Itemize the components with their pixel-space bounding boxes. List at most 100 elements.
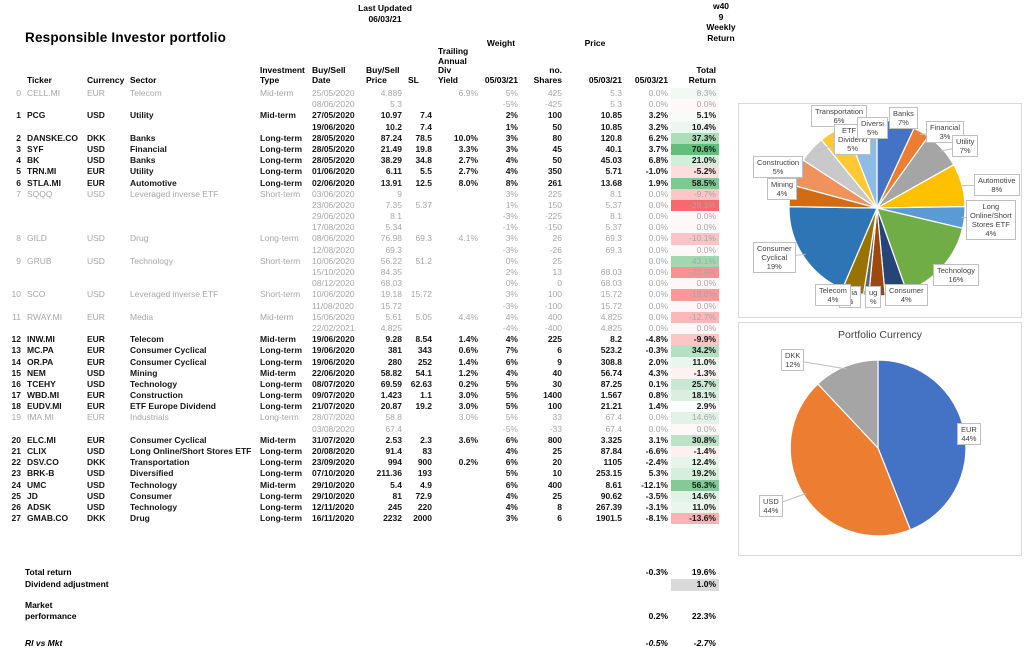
cell-weekly[interactable]: -12.1% <box>641 479 668 490</box>
cell-yield[interactable]: 1.4% <box>458 334 478 345</box>
cell-ticker[interactable]: MC.PA <box>27 345 54 356</box>
cell-ticker[interactable]: ADSK <box>27 501 52 512</box>
cell-yield[interactable]: 2.7% <box>458 166 478 177</box>
cell-weight[interactable]: 3% <box>505 233 518 244</box>
cell-price2[interactable]: 87.84 <box>600 446 622 456</box>
cell-price[interactable]: 69.3 <box>385 244 402 255</box>
cell-sector[interactable]: Utility <box>130 166 154 177</box>
cell-price[interactable]: 5.34 <box>385 222 402 233</box>
cell-weight[interactable]: 4% <box>505 166 518 177</box>
col-header-date[interactable]: Buy/Sell Date <box>312 65 346 85</box>
cell-shares[interactable]: 100 <box>547 289 562 300</box>
cell-idx[interactable]: 20 <box>11 434 21 445</box>
cell-idx[interactable]: 13 <box>11 345 21 356</box>
cell-price[interactable]: 20.87 <box>380 401 402 412</box>
cell-price[interactable]: 76.98 <box>380 233 402 244</box>
cell-price2[interactable]: 21.21 <box>600 401 622 412</box>
cell-shares[interactable]: 1400 <box>543 390 562 401</box>
cell-type[interactable]: Long-term <box>260 390 303 401</box>
cell-currency[interactable]: USD <box>87 446 105 456</box>
cell-date[interactable]: 09/07/2020 <box>312 390 355 401</box>
cell-total-return[interactable]: 58.5% <box>671 177 719 189</box>
cell-currency[interactable]: DKK <box>87 513 106 524</box>
cell-shares[interactable]: -425 <box>544 99 562 110</box>
cell-date[interactable]: 28/05/2020 <box>312 132 355 143</box>
cell-date[interactable]: 19/06/2020 <box>312 345 355 356</box>
cell-weight[interactable]: 4% <box>505 490 518 501</box>
cell-date[interactable]: 08/06/2020 <box>312 99 355 110</box>
cell-currency[interactable]: EUR <box>87 434 105 445</box>
cell-currency[interactable]: USD <box>87 289 105 300</box>
cell-date[interactable]: 28/05/2020 <box>312 155 355 166</box>
cell-shares[interactable]: 50 <box>552 155 562 166</box>
cell-price[interactable]: 87.24 <box>380 132 402 143</box>
cell-price2[interactable]: 10.85 <box>600 110 622 121</box>
cell-price2[interactable]: 56.74 <box>600 367 622 378</box>
cell-total-return[interactable]: 0.0% <box>671 222 719 234</box>
cell-sector[interactable]: Banks <box>130 132 156 143</box>
cell-price2[interactable]: 267.39 <box>596 501 622 512</box>
cell-sl[interactable]: 220 <box>417 501 432 512</box>
cell-idx[interactable]: 17 <box>11 390 21 401</box>
cell-total-return[interactable]: -1.3% <box>671 367 719 379</box>
cell-weight[interactable]: 0% <box>505 255 518 266</box>
cell-price2[interactable]: 67.4 <box>605 423 622 434</box>
cell-sl[interactable]: 12.5 <box>415 177 432 188</box>
cell-sl[interactable]: 7.4 <box>420 121 432 132</box>
col-header-sl[interactable]: SL <box>408 74 419 85</box>
cell-sector[interactable]: Construction <box>130 390 183 401</box>
cell-price2[interactable]: 523.2 <box>600 345 622 356</box>
cell-idx[interactable]: 19 <box>11 412 21 423</box>
cell-yield[interactable]: 8.0% <box>458 177 478 188</box>
cell-price[interactable]: 13.91 <box>380 177 402 188</box>
col-header-sector[interactable]: Sector <box>130 74 157 85</box>
cell-type[interactable]: Long-term <box>260 446 303 456</box>
cell-weekly[interactable]: 1.4% <box>648 401 668 412</box>
cell-shares[interactable]: 33 <box>552 412 562 423</box>
cell-idx[interactable]: 4 <box>16 155 21 166</box>
cell-weight[interactable]: 6% <box>505 479 518 490</box>
cell-idx[interactable]: 2 <box>16 132 21 143</box>
cell-weekly[interactable]: 4.3% <box>648 367 668 378</box>
cell-type[interactable]: Long-term <box>260 345 303 356</box>
cell-price2[interactable]: 5.71 <box>605 166 622 177</box>
cell-price[interactable]: 2232 <box>383 513 402 524</box>
cell-type[interactable]: Long-term <box>260 155 303 166</box>
cell-total-return[interactable]: -28.1% <box>671 199 719 212</box>
cell-price2[interactable]: 40.1 <box>605 143 622 154</box>
col-header-weekly[interactable]: 05/03/21 <box>634 74 668 85</box>
cell-currency[interactable]: USD <box>87 188 105 199</box>
cell-type[interactable]: Long-term <box>260 143 303 154</box>
cell-price[interactable]: 245 <box>387 501 402 512</box>
cell-idx[interactable]: 27 <box>11 513 21 524</box>
cell-weekly[interactable]: 0.0% <box>648 255 668 266</box>
cell-total-return[interactable]: -12.7% <box>671 311 719 323</box>
cell-ticker[interactable]: EUDV.MI <box>27 401 62 412</box>
cell-sl[interactable]: 343 <box>417 345 432 356</box>
cell-type[interactable]: Long-term <box>260 233 299 244</box>
cell-weekly[interactable]: 0.1% <box>648 378 668 389</box>
cell-total-return[interactable]: 0.0% <box>671 322 719 335</box>
cell-weekly[interactable]: 0.0% <box>648 244 668 255</box>
cell-currency[interactable]: USD <box>87 233 105 244</box>
cell-price2[interactable]: 1.567 <box>600 390 622 401</box>
cell-date[interactable]: 29/10/2020 <box>312 479 355 490</box>
cell-total-return[interactable]: 0.0% <box>671 423 719 435</box>
cell-shares[interactable]: 6 <box>557 513 562 524</box>
cell-type[interactable]: Mid-term <box>260 110 296 121</box>
cell-weekly[interactable]: -0.3% <box>645 345 668 356</box>
cell-weight[interactable]: 4% <box>505 334 518 345</box>
cell-idx[interactable]: 7 <box>16 188 21 199</box>
cell-yield[interactable]: 3.0% <box>458 412 478 423</box>
cell-yield[interactable]: 3.0% <box>458 390 478 401</box>
cell-weekly[interactable]: -8.1% <box>645 513 668 524</box>
cell-shares[interactable]: 9 <box>557 356 562 367</box>
col-header-price2[interactable]: 05/03/21 <box>588 74 622 85</box>
cell-weight[interactable]: 6% <box>505 457 518 468</box>
cell-weight[interactable]: -3% <box>502 211 518 222</box>
cell-weekly[interactable]: -2.4% <box>645 457 668 468</box>
cell-price[interactable]: 2.53 <box>385 434 402 445</box>
cell-price2[interactable]: 5.37 <box>605 222 622 233</box>
cell-currency[interactable]: USD <box>87 155 105 166</box>
cell-yield[interactable]: 10.0% <box>453 132 478 143</box>
